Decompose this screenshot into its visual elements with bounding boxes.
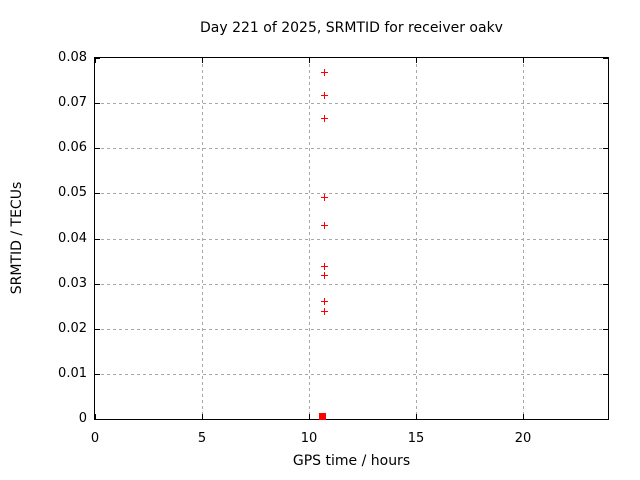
x-tick-top xyxy=(309,58,310,63)
y-tick-right xyxy=(603,148,608,149)
x-tick-bottom xyxy=(416,414,417,419)
data-point-plus xyxy=(321,308,328,315)
y-tick-left xyxy=(95,193,100,194)
y-gridline xyxy=(95,239,608,240)
x-tick-label: 10 xyxy=(300,431,318,446)
y-tick-label: 0.07 xyxy=(58,95,87,110)
y-tick-right xyxy=(603,374,608,375)
y-tick-label: 0.05 xyxy=(58,185,87,200)
x-gridline xyxy=(523,58,524,419)
data-point-plus xyxy=(321,69,328,76)
x-axis-title: GPS time / hours xyxy=(292,453,411,469)
y-tick-left xyxy=(95,58,100,59)
y-tick-label: 0.03 xyxy=(58,276,87,291)
x-gridline xyxy=(309,58,310,419)
x-tick-bottom xyxy=(95,414,96,419)
y-tick-right xyxy=(603,58,608,59)
plot-area xyxy=(94,57,609,420)
y-tick-right xyxy=(603,193,608,194)
x-tick-label: 5 xyxy=(197,431,207,446)
y-gridline xyxy=(95,284,608,285)
x-gridline xyxy=(416,58,417,419)
data-point-plus xyxy=(321,194,328,201)
y-tick-label: 0.02 xyxy=(58,321,87,336)
data-point-plus xyxy=(321,92,328,99)
y-tick-left xyxy=(95,329,100,330)
y-gridline xyxy=(95,374,608,375)
y-tick-right xyxy=(603,103,608,104)
y-tick-left xyxy=(95,239,100,240)
y-tick-left xyxy=(95,374,100,375)
x-tick-bottom xyxy=(309,414,310,419)
y-tick-right xyxy=(603,239,608,240)
x-tick-top xyxy=(416,58,417,63)
data-point-square xyxy=(319,413,326,420)
y-tick-right xyxy=(603,419,608,420)
y-tick-left xyxy=(95,419,100,420)
x-gridline xyxy=(202,58,203,419)
x-tick-bottom xyxy=(523,414,524,419)
y-gridline xyxy=(95,329,608,330)
y-gridline xyxy=(95,193,608,194)
data-point-plus xyxy=(321,263,328,270)
y-tick-left xyxy=(95,284,100,285)
x-tick-top xyxy=(202,58,203,63)
x-tick-top xyxy=(523,58,524,63)
x-tick-top xyxy=(95,58,96,63)
y-tick-left xyxy=(95,103,100,104)
data-point-plus xyxy=(321,272,328,279)
y-tick-label: 0.01 xyxy=(58,366,87,381)
data-point-plus xyxy=(321,298,328,305)
y-tick-right xyxy=(603,284,608,285)
chart-title: Day 221 of 2025, SRMTID for receiver oak… xyxy=(200,20,503,36)
x-tick-bottom xyxy=(202,414,203,419)
y-gridline xyxy=(95,103,608,104)
y-tick-right xyxy=(603,329,608,330)
data-point-plus xyxy=(321,115,328,122)
x-tick-label: 20 xyxy=(514,431,532,446)
y-tick-label: 0.06 xyxy=(58,140,87,155)
y-tick-label: 0 xyxy=(78,411,87,426)
y-tick-label: 0.08 xyxy=(58,50,87,65)
y-tick-left xyxy=(95,148,100,149)
x-tick-label: 15 xyxy=(407,431,425,446)
data-point-plus xyxy=(321,222,328,229)
x-tick-label: 0 xyxy=(90,431,100,446)
y-gridline xyxy=(95,148,608,149)
y-tick-label: 0.04 xyxy=(58,231,87,246)
